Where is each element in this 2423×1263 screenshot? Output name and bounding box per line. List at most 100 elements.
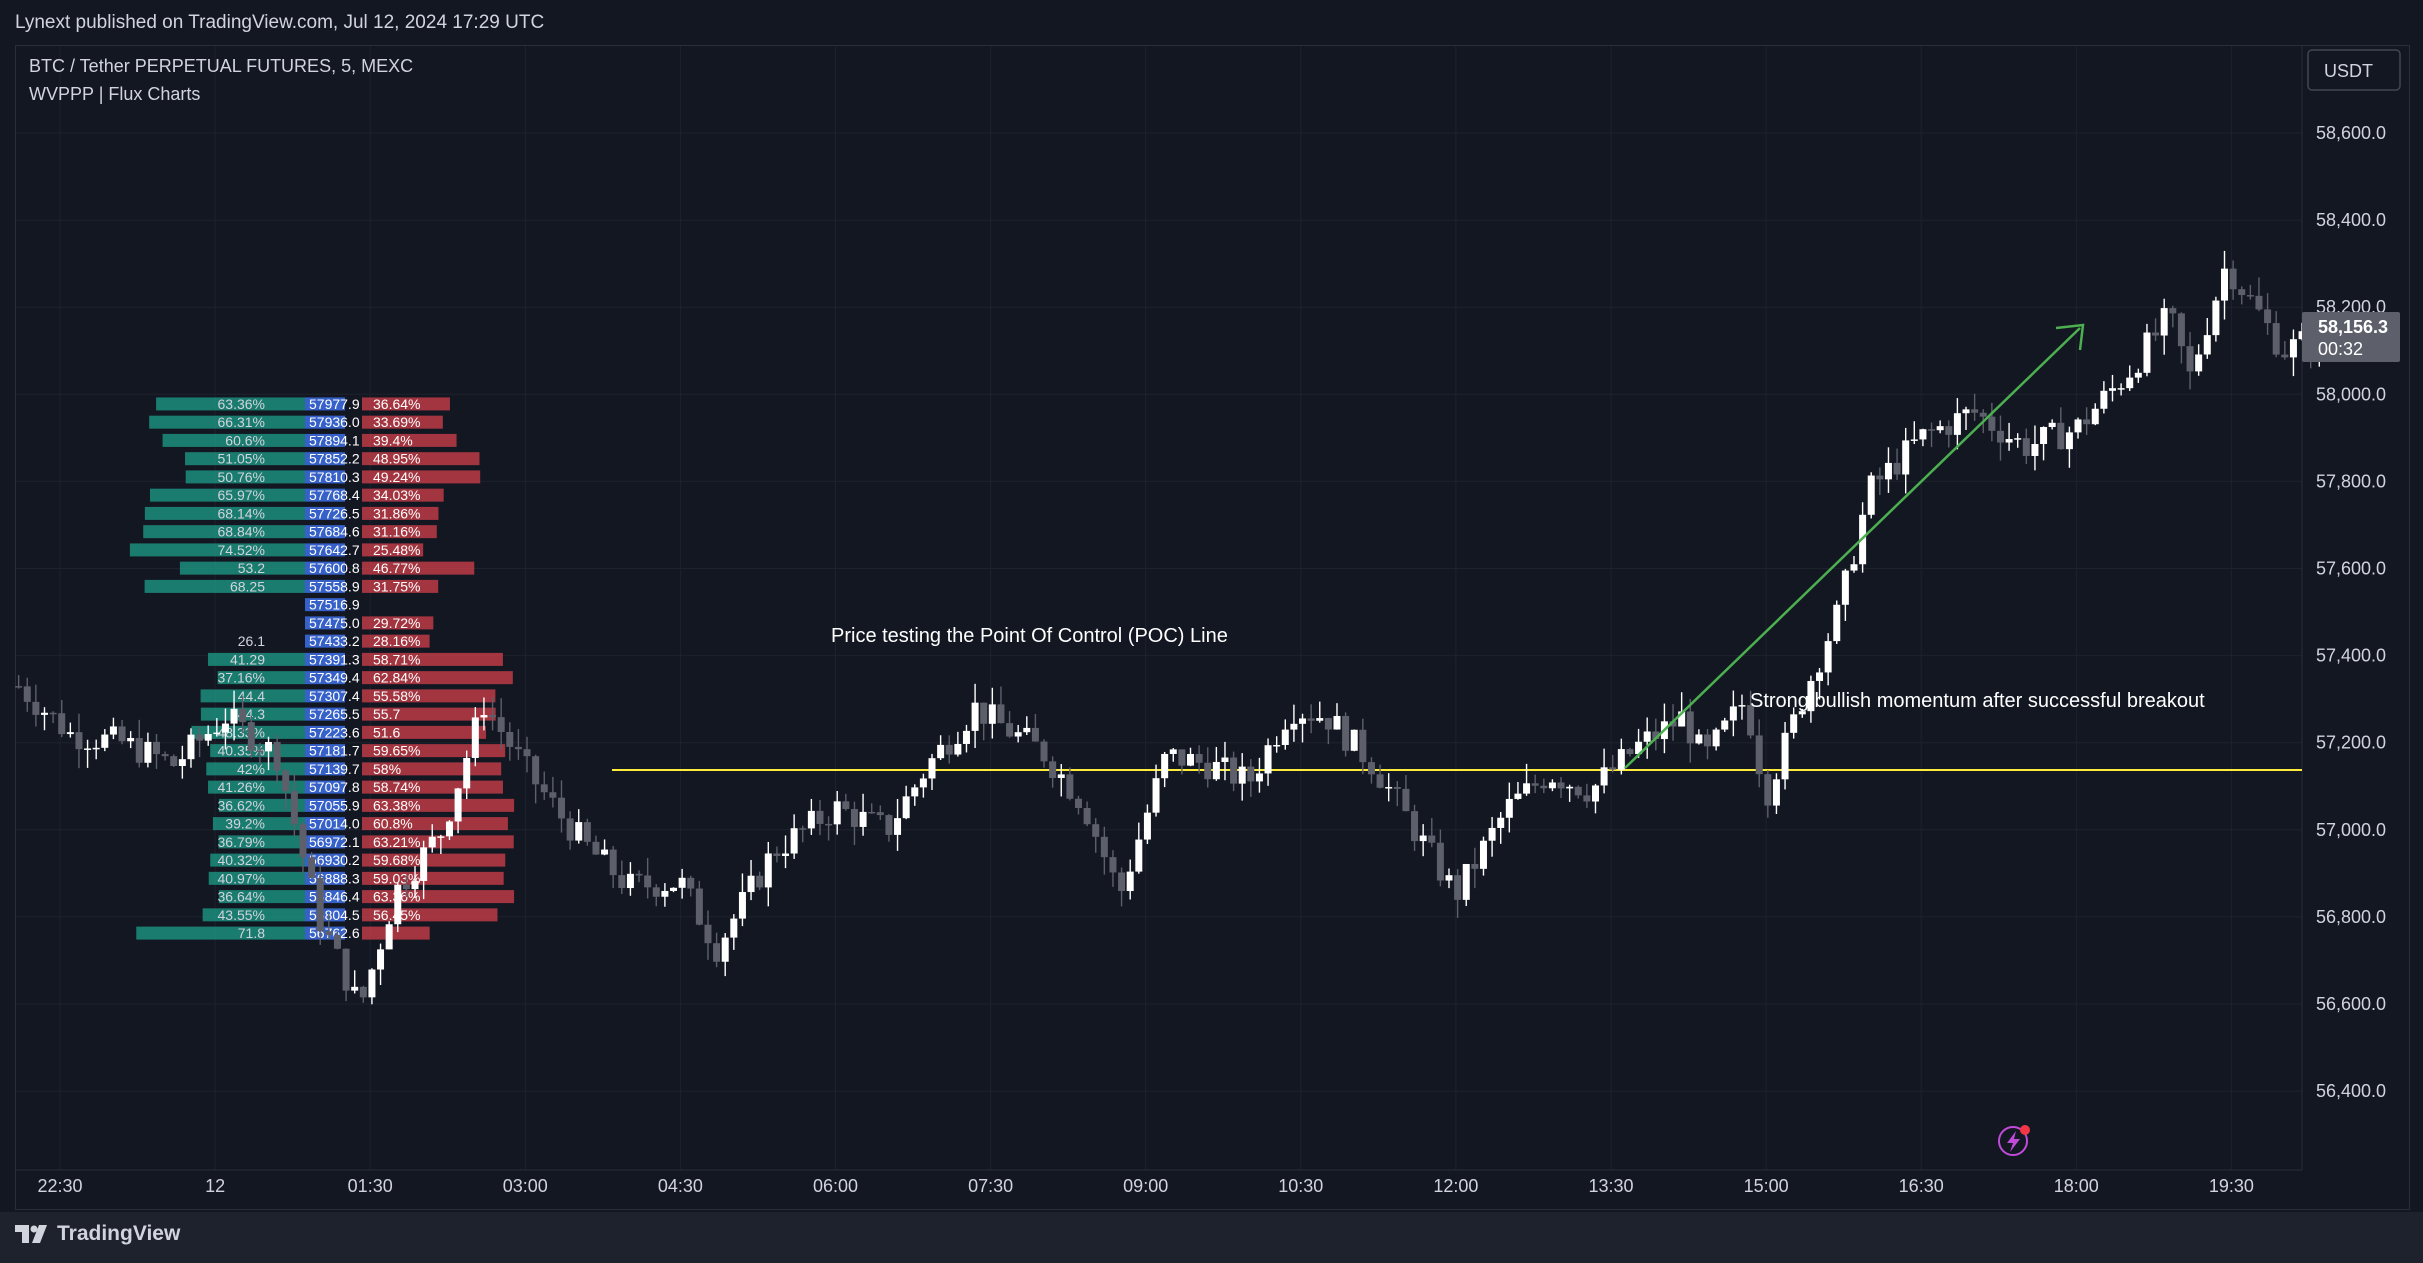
candle-body [454,788,462,822]
candle-body [1178,749,1186,766]
candle-body [402,884,410,890]
vp-buy-bar [136,926,305,940]
vp-buy-bar [185,452,305,466]
y-tick-label: 57,600.0 [2316,559,2386,579]
x-tick-label: 13:30 [1588,1176,1633,1196]
candle-body [1049,761,1057,778]
vp-sell-label: 58% [373,761,401,777]
vp-buy-label: 66.31% [218,414,265,430]
candle-body [971,702,979,731]
candle-body [377,949,385,970]
candle-body [23,686,31,702]
x-tick-label: 04:30 [658,1176,703,1196]
candle-body [144,741,152,763]
vp-sell-label: 39.4% [373,432,413,448]
candle-body [394,884,402,925]
candle-body [1281,729,1289,745]
candle-body [1109,857,1117,873]
time-axis[interactable]: 22:30 12 01:30 03:00 04:30 06:00 07:30 09:00 10:… [37,1176,2253,1196]
vp-price-label: 57307.4 [309,688,360,704]
candle-body [816,810,824,824]
vp-sell-bar [362,871,504,885]
candle-body [1979,412,1987,417]
candle-body [557,797,565,819]
vp-sell-label: 58.74% [373,779,420,795]
candle-body [1126,871,1134,892]
candle-body [2048,422,2056,428]
candle-body [109,726,117,735]
poc-annotation: Price testing the Point Of Control (POC)… [831,625,1228,647]
candle-body [868,811,876,814]
candle-body [1419,835,1427,842]
candle-body [1497,817,1505,828]
candle-body [592,841,600,855]
vp-sell-bar [362,926,430,940]
vp-buy-bar [149,488,305,502]
candle-body [1074,798,1082,808]
candle-body [575,822,583,841]
candlestick-chart[interactable]: 63.36% 57977.9 36.64% 66.31% 57936.0 33.69% 60… [0,0,2423,1212]
vp-sell-bar [362,397,450,411]
candle-body [1824,641,1832,673]
price-axis[interactable]: 58,600.058,400.058,200.058,000.057,800.0… [2316,123,2386,1101]
candle-body [738,892,746,919]
candle-body [1255,773,1263,782]
vp-price-label: 57642.7 [309,542,360,558]
y-tick-label: 58,400.0 [2316,210,2386,230]
vp-sell-bar [362,634,430,648]
candle-body [1747,705,1755,736]
vp-price-label: 57852.2 [309,451,360,467]
candle-body [1566,786,1574,789]
vp-buy-bar [218,890,305,904]
tradingview-logo[interactable]: TradingView [15,1222,180,1246]
candle-body [1143,812,1151,840]
candle-body [463,757,471,789]
vp-sell-label: 63.38% [373,797,420,813]
vp-price-cell [305,835,345,849]
vp-sell-label: 29.72% [373,615,420,631]
candle-body [2281,354,2289,358]
vp-price-label: 57684.6 [309,524,360,540]
candle-body [1816,672,1824,681]
vp-price-cell [305,890,345,904]
candle-body [1359,729,1367,763]
vp-price-cell [305,506,345,520]
vp-price-label: 57223.6 [309,724,360,740]
x-tick-label: 10:30 [1278,1176,1323,1196]
vp-price-cell [305,689,345,703]
candle-body [66,732,74,735]
vp-buy-bar [208,780,305,794]
lightning-icon[interactable] [1998,1125,2030,1156]
volume-profile: 63.36% 57977.9 36.64% 66.31% 57936.0 33.69% 60… [129,396,515,941]
candle-body [850,809,858,827]
candle-body [1781,732,1789,780]
candle-body [1540,785,1548,789]
vp-price-cell [305,780,345,794]
candle-body [1411,811,1419,842]
candle-body [1454,875,1462,900]
candle-body [980,702,988,724]
vp-price-cell [305,579,345,593]
candle-body [15,686,23,688]
candle-body [704,924,712,944]
candle-body [1436,842,1444,881]
candle-body [1962,409,1970,414]
candle-body [532,756,540,785]
vp-price-label: 57558.9 [309,578,360,594]
vp-sell-bar [362,652,503,666]
vp-sell-bar [362,671,513,685]
candle-body [247,722,255,751]
vp-price-cell [305,543,345,557]
vp-sell-label: 36.64% [373,396,420,412]
candle-body [1230,757,1238,784]
vp-sell-label: 33.69% [373,414,420,430]
currency-button[interactable]: USDT [2307,49,2401,91]
candle-body [2100,390,2108,409]
vp-sell-bar [362,433,457,447]
vp-sell-bar [362,561,475,575]
candle-body [1316,718,1324,721]
candle-body [2074,419,2082,433]
candle-body [1514,793,1522,799]
candle-body [1712,729,1720,747]
candle-body [1678,711,1686,727]
